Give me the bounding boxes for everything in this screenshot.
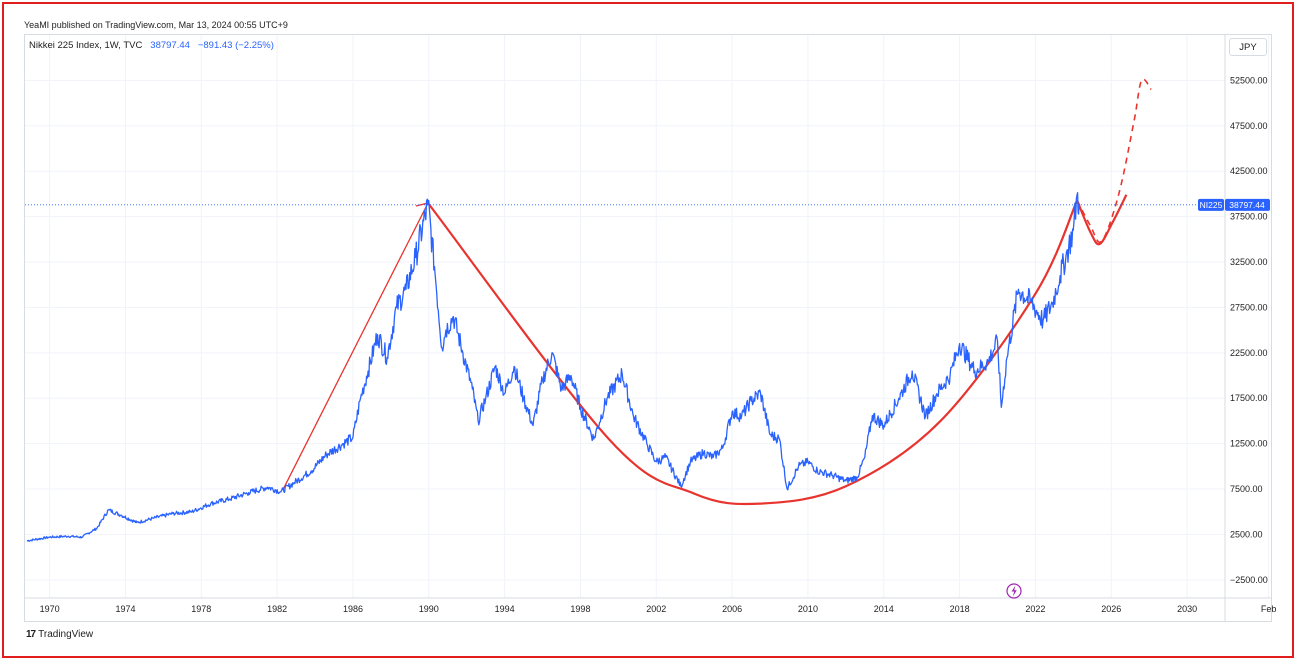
- price-tag-value: 38797.44: [1229, 200, 1265, 210]
- tradingview-logo-icon: 17: [26, 629, 36, 640]
- y-tick-label: 52500.00: [1230, 75, 1268, 85]
- x-tick-label: 2026: [1101, 604, 1121, 614]
- x-tick-label: Feb: [1261, 604, 1277, 614]
- price-tag: NI225 38797.44: [1198, 198, 1270, 211]
- nikkei-price-line: [26, 192, 1080, 542]
- x-tick-label: 1974: [115, 604, 135, 614]
- currency-button[interactable]: JPY: [1229, 38, 1267, 56]
- x-tick-label: 2006: [722, 604, 742, 614]
- y-tick-label: −2500.00: [1230, 575, 1268, 585]
- y-tick-label: 12500.00: [1230, 439, 1268, 449]
- x-tick-label: 2018: [950, 604, 970, 614]
- y-tick-label: 47500.00: [1230, 121, 1268, 131]
- x-tick-label: 1970: [40, 604, 60, 614]
- price-change: −891.43 (−2.25%): [197, 40, 274, 51]
- x-tick-label: 2022: [1025, 604, 1045, 614]
- symbol-legend: Nikkei 225 Index, 1W, TVC 38797.44 −891.…: [29, 40, 274, 51]
- y-tick-label: 42500.00: [1230, 166, 1268, 176]
- handle-curve: [1076, 194, 1128, 246]
- y-tick-label: 32500.00: [1230, 257, 1268, 267]
- x-tick-label: 1982: [267, 604, 287, 614]
- y-axis: 52500.00 47500.00 42500.00 37500.00 32500.00…: [1224, 35, 1268, 621]
- last-price: 38797.44: [150, 40, 190, 51]
- y-tick-label: 17500.00: [1230, 393, 1268, 403]
- y-tick-label: 2500.00: [1230, 529, 1263, 539]
- y-tick-label: 7500.00: [1230, 484, 1263, 494]
- x-tick-label: 1994: [495, 604, 515, 614]
- x-tick-label: 1986: [343, 604, 363, 614]
- x-tick-label: 2002: [646, 604, 666, 614]
- y-tick-label: 22500.00: [1230, 348, 1268, 358]
- x-axis: 1970 1974 1978 1982 1986 1990 1994 1998 2002 2006…: [25, 597, 1277, 614]
- lightning-icon[interactable]: [1006, 583, 1022, 599]
- cup-curve: [427, 199, 1079, 506]
- y-tick-label: 37500.00: [1230, 212, 1268, 222]
- chart-grid: [25, 35, 1270, 598]
- brand-footer[interactable]: 17 TradingView: [26, 629, 93, 640]
- series-layer: [26, 192, 1080, 542]
- x-tick-label: 1998: [570, 604, 590, 614]
- pattern-layer: [282, 78, 1152, 506]
- chart-panel: [24, 34, 1272, 622]
- x-tick-label: 1990: [419, 604, 439, 614]
- publisher-line: YeaMI published on TradingView.com, Mar …: [24, 20, 288, 30]
- rise-trendline: [282, 202, 429, 491]
- y-tick-label: 27500.00: [1230, 302, 1268, 312]
- symbol-name: Nikkei 225 Index, 1W, TVC: [29, 40, 143, 51]
- x-tick-label: 2014: [874, 604, 894, 614]
- x-tick-label: 2030: [1177, 604, 1197, 614]
- brand-name: TradingView: [38, 629, 94, 640]
- x-tick-label: 2010: [798, 604, 818, 614]
- x-tick-label: 1978: [191, 604, 211, 614]
- price-tag-symbol: NI225: [1200, 200, 1223, 210]
- projection-path: [1076, 78, 1152, 244]
